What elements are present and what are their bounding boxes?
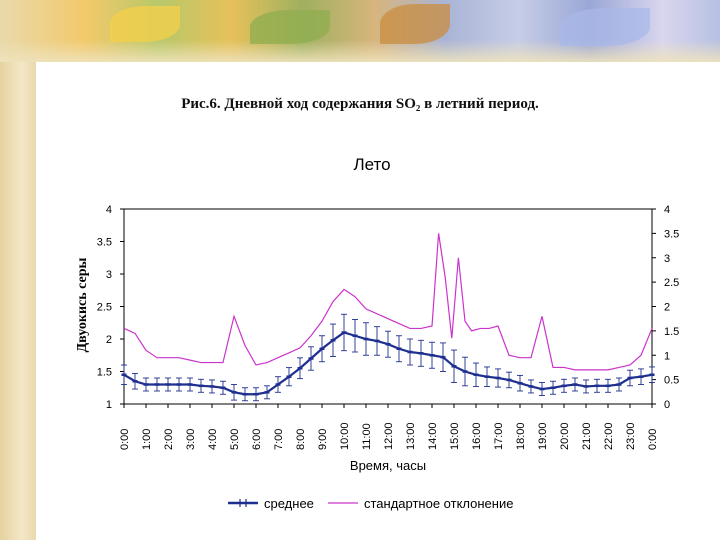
x-tick-label: 8:00 [295, 429, 307, 450]
leaf-decoration [110, 6, 180, 42]
leaf-decoration [380, 4, 450, 44]
x-tick-label: 13:00 [405, 422, 417, 450]
chart-title: Лето [353, 155, 390, 174]
x-tick-label: 12:00 [383, 422, 395, 450]
slide-title: Рис.6. Дневной ход содержания SO₂ в летн… [181, 96, 539, 112]
y2-tick-label: 4 [664, 204, 670, 216]
y-tick-label: 2 [106, 334, 112, 346]
x-tick-label: 5:00 [229, 429, 241, 450]
x-tick-label: 22:00 [603, 422, 615, 450]
y2-tick-label: 1 [664, 350, 670, 362]
x-tick-label: 2:00 [163, 429, 175, 450]
y2-tick-label: 3 [664, 253, 670, 265]
y-tick-label: 1 [106, 399, 112, 411]
x-tick-label: 14:00 [427, 422, 439, 450]
x-tick-label: 23:00 [625, 422, 637, 450]
x-tick-label: 16:00 [471, 422, 483, 450]
x-tick-label: 10:00 [339, 422, 351, 450]
x-tick-label: 15:00 [449, 422, 461, 450]
x-tick-label: 4:00 [207, 429, 219, 450]
legend-label-mean: среднее [264, 496, 314, 511]
leaf-decoration [560, 8, 650, 46]
x-tick-label: 21:00 [581, 422, 593, 450]
x-tick-label: 9:00 [317, 429, 329, 450]
y2-tick-label: 0.5 [664, 375, 679, 387]
x-tick-label: 7:00 [273, 429, 285, 450]
banner-fade [0, 40, 720, 62]
x-tick-label: 18:00 [515, 422, 527, 450]
leaf-decoration [250, 10, 330, 44]
x-tick-label: 17:00 [493, 422, 505, 450]
x-tick-label: 19:00 [537, 422, 549, 450]
y-tick-label: 2.5 [97, 302, 112, 314]
x-tick-label: 20:00 [559, 422, 571, 450]
x-tick-label: 0:00 [119, 429, 131, 450]
plot-area [123, 208, 653, 405]
y-tick-label: 3.5 [97, 237, 112, 249]
series-line-std-dev [123, 233, 653, 371]
y-axis-label: Двуокись серы [75, 257, 90, 352]
y2-tick-label: 0 [664, 399, 670, 411]
paper-margin [0, 0, 36, 540]
y2-tick-label: 1.5 [664, 326, 679, 338]
y2-tick-label: 2.5 [664, 277, 679, 289]
x-tick-label: 3:00 [185, 429, 197, 450]
y2-tick-label: 3.5 [664, 228, 679, 240]
legend-label-std-dev: стандартное отклонение [364, 496, 513, 511]
x-tick-label: 1:00 [141, 429, 153, 450]
y-tick-label: 4 [106, 204, 112, 216]
x-tick-label: 11:00 [361, 423, 373, 450]
y-tick-label: 1.5 [97, 367, 112, 379]
y2-tick-label: 2 [664, 302, 670, 314]
x-axis-label: Время, часы [350, 458, 426, 473]
y-tick-label: 3 [106, 269, 112, 281]
x-tick-label: 6:00 [251, 429, 263, 450]
x-tick-label: 0:00 [647, 429, 659, 450]
